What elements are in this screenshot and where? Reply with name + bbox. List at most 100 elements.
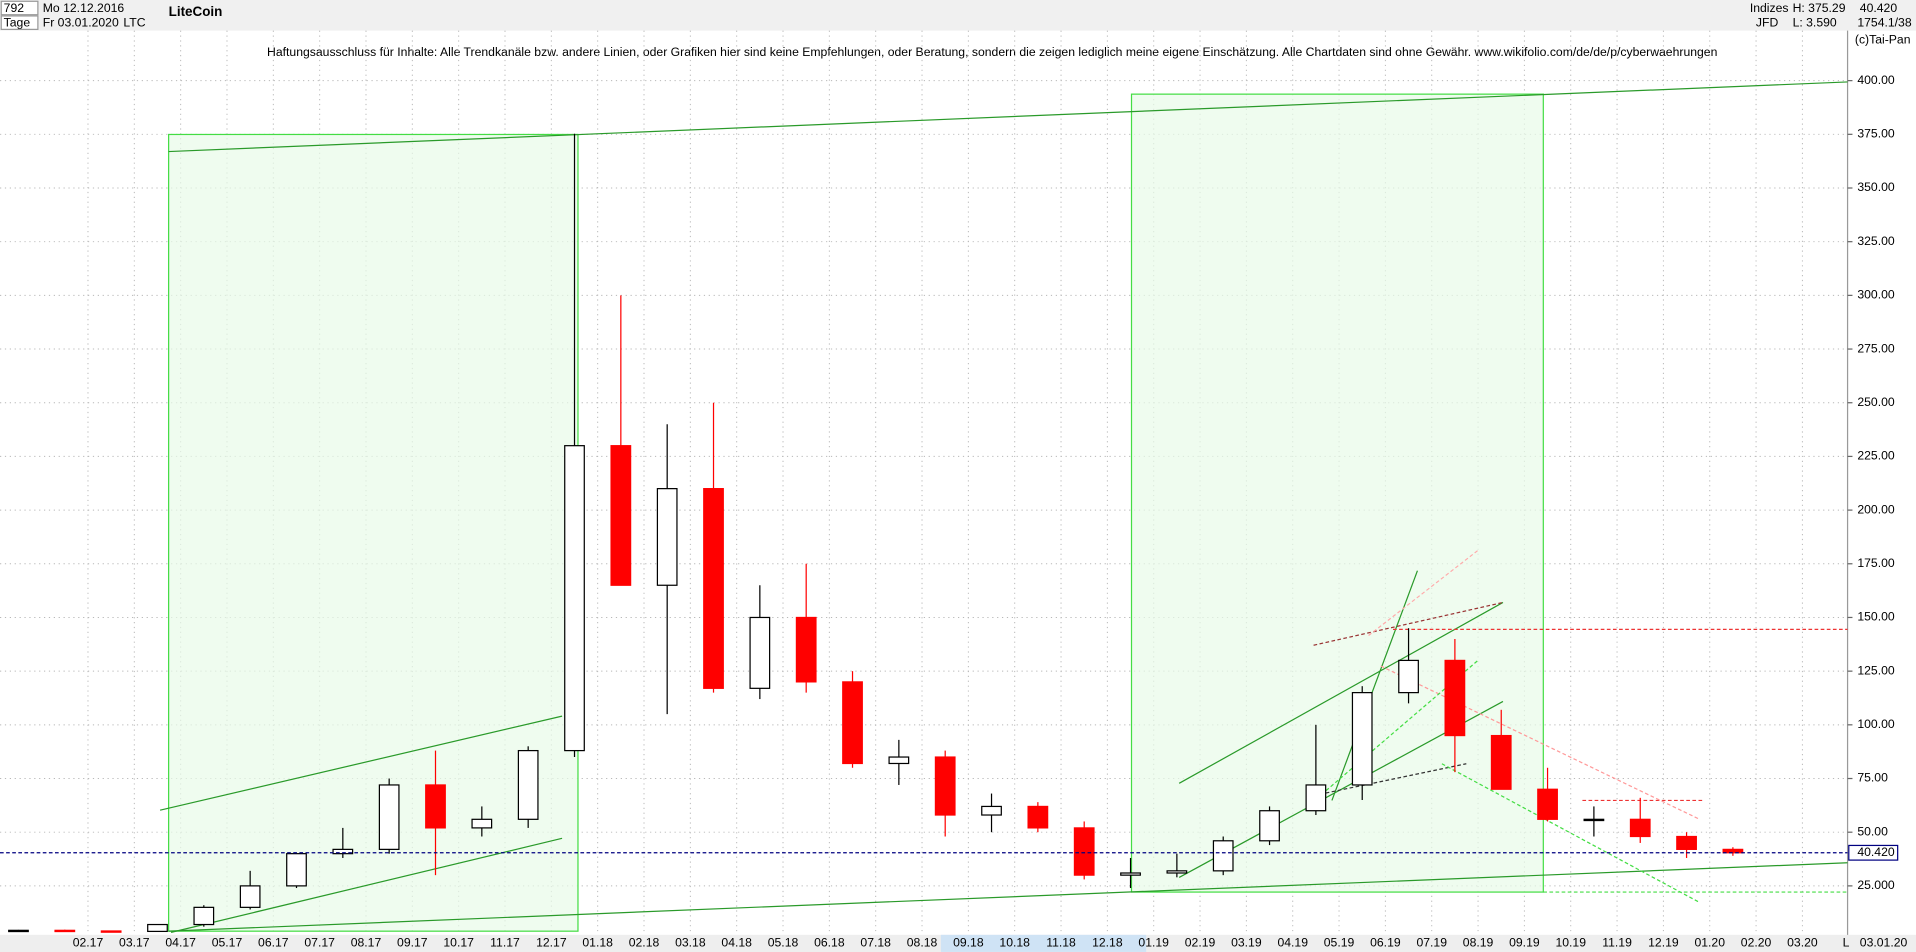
- y-tick-label: 300.00: [1857, 288, 1895, 302]
- x-tick-label: 08.17: [351, 936, 382, 950]
- x-tick-label: 09.17: [397, 936, 428, 950]
- x-tick-label: 12.17: [536, 936, 567, 950]
- candle-body: [1537, 788, 1558, 820]
- y-tick-label: 200.00: [1857, 502, 1895, 516]
- candle-body: [425, 784, 446, 829]
- trend-line: [1368, 549, 1479, 636]
- candle-body: [1073, 827, 1095, 876]
- x-tick-label: 04.18: [721, 936, 752, 950]
- candle-body: [8, 929, 29, 933]
- trend-line: [170, 837, 563, 933]
- x-tick-label: 01.20: [1694, 936, 1725, 950]
- y-tick-label: 125.00: [1857, 663, 1895, 677]
- trend-line: [1178, 601, 1504, 784]
- y-tick-label: 50.00: [1857, 824, 1888, 838]
- y-tick-label: 150.00: [1857, 610, 1895, 624]
- x-tick-label: 09.18: [953, 936, 984, 950]
- y-tick-label: 275.00: [1857, 341, 1895, 355]
- end-date: Fr 03.01.2020: [43, 15, 119, 29]
- count: 792: [4, 1, 25, 15]
- x-tick-label: 11.19: [1602, 936, 1632, 950]
- x-tick-label: 05.19: [1324, 936, 1355, 950]
- candle-body: [1212, 840, 1234, 872]
- x-tick-label: 06.17: [258, 936, 289, 950]
- start-date: Mo 12.12.2016: [43, 1, 125, 15]
- candle-body: [888, 756, 910, 765]
- x-tick-label: 10.18: [999, 936, 1030, 950]
- candle-body: [1583, 818, 1605, 822]
- candle-body: [193, 906, 215, 926]
- group: Indizes: [1750, 1, 1789, 15]
- candle-body: [1444, 659, 1466, 737]
- trend-line: [159, 715, 563, 811]
- last-info: 40.420: [1860, 1, 1898, 15]
- last-price-box: [1848, 844, 1899, 861]
- x-axis-highlight: [940, 934, 1147, 952]
- x-tick-label: 04.19: [1277, 936, 1308, 950]
- candle-body: [471, 818, 493, 829]
- candle-body: [147, 923, 168, 933]
- y-tick-label: 250.00: [1857, 395, 1895, 409]
- candle-body: [100, 930, 122, 933]
- trend-line: [168, 81, 1848, 153]
- trend-line: [1313, 601, 1504, 646]
- trend-line: [1380, 665, 1699, 820]
- candle-body: [1629, 818, 1651, 838]
- y-tick-label: 100.00: [1857, 717, 1895, 731]
- symbol: LTC: [123, 15, 145, 29]
- x-tick-label: 01.18: [582, 936, 613, 950]
- x-tick-label: 08.19: [1463, 936, 1494, 950]
- scale-label: L: [1843, 936, 1850, 950]
- highlight-box: [1130, 93, 1544, 893]
- header: 792 Mo 12.12.2016 Tage Fr 03.01.2020 LTC…: [0, 0, 1916, 59]
- candle-body: [795, 616, 817, 683]
- candle-body: [703, 488, 724, 689]
- y-tick-label: 25.000: [1857, 878, 1895, 892]
- y-tick-label: 375.00: [1857, 127, 1895, 141]
- candle-body: [1398, 659, 1419, 694]
- x-tick-label: 02.20: [1741, 936, 1772, 950]
- candle-body: [1305, 784, 1327, 812]
- x-tick-label: 02.19: [1185, 936, 1216, 950]
- x-tick-label: 05.17: [212, 936, 243, 950]
- x-tick-label: 02.17: [73, 936, 104, 950]
- copyright: (c)Tai-Pan: [1855, 33, 1911, 47]
- count-box[interactable]: [0, 0, 39, 16]
- x-tick-label: 11.18: [1046, 936, 1076, 950]
- x-tick-label: 12.18: [1092, 936, 1123, 950]
- low-info: L: 3.590: [1793, 15, 1837, 29]
- trend-line: [1319, 763, 1467, 795]
- highlight-box: [168, 133, 579, 932]
- candle-body: [239, 885, 261, 908]
- period-box[interactable]: [0, 15, 39, 30]
- candle-body: [1351, 692, 1373, 786]
- x-tick-label: 03.17: [119, 936, 150, 950]
- x-tick-label: 03.20: [1787, 936, 1818, 950]
- x-tick-label: 10.19: [1555, 936, 1586, 950]
- x-tick-label: 06.18: [814, 936, 845, 950]
- x-tick-label: 12.19: [1648, 936, 1679, 950]
- candle-body: [286, 853, 307, 887]
- y-tick-label: 225.00: [1857, 449, 1895, 463]
- candle-body: [1490, 734, 1512, 790]
- x-tick-label: 07.18: [860, 936, 891, 950]
- candle-body: [1259, 810, 1280, 842]
- candle-body: [1166, 870, 1188, 874]
- candle-body: [1676, 835, 1697, 850]
- candle-body: [1120, 872, 1141, 876]
- candle-body: [517, 749, 539, 820]
- y-tick-label: 325.00: [1857, 234, 1895, 248]
- candle-body: [981, 805, 1002, 816]
- candle-body: [656, 488, 678, 586]
- y-tick-label: 400.00: [1857, 73, 1895, 87]
- x-tick-label: 01.19: [1138, 936, 1169, 950]
- x-tick-label: 07.17: [304, 936, 335, 950]
- info: 1754.1/38: [1857, 15, 1912, 29]
- candle-body: [1722, 848, 1744, 854]
- candle-body: [842, 681, 863, 765]
- annotations: [159, 81, 1848, 933]
- instrument-name: LiteCoin: [169, 4, 223, 19]
- y-tick-label: 75.00: [1857, 771, 1888, 785]
- header-bar: [0, 0, 1916, 31]
